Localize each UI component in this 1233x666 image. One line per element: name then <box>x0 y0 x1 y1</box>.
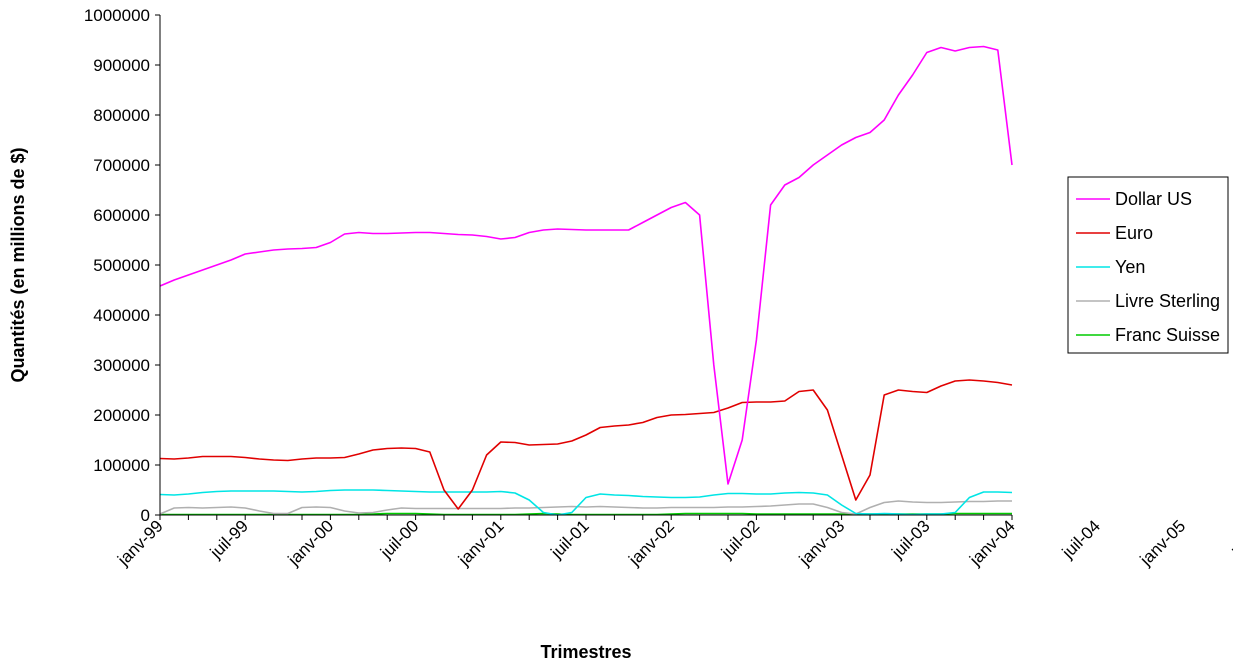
x-tick-label: juil-99 <box>206 516 252 562</box>
x-axis-title: Trimestres <box>540 642 631 662</box>
x-tick-labels: janv-99 juil-99 janv-00 juil-00 janv-01 juil-… <box>113 516 1233 570</box>
legend-label: Dollar US <box>1115 189 1192 209</box>
axes <box>155 14 1013 520</box>
y-tick-label: 100000 <box>93 456 150 475</box>
y-tick-label: 900000 <box>93 56 150 75</box>
legend-box <box>1067 176 1229 354</box>
y-tick-label: 0 <box>141 506 150 525</box>
x-tick-label: janv-02 <box>624 516 678 570</box>
y-tick-label: 300000 <box>93 356 150 375</box>
y-tick-labels: 0 100000 200000 300000 400000 500000 600000 700… <box>84 6 150 525</box>
series-line-livre-sterling <box>159 500 1012 515</box>
x-tick-label: janv-04 <box>965 516 1019 570</box>
series-line-yen <box>159 489 1013 516</box>
legend-label: Euro <box>1115 223 1153 243</box>
x-tick-label: janv-03 <box>795 516 849 570</box>
legend: Dollar US Euro Yen Livre Sterling Franc Suis… <box>1067 176 1229 354</box>
legend-label: Livre Sterling <box>1115 291 1220 311</box>
x-tick-label: juil-04 <box>1058 516 1104 562</box>
y-tick-label: 700000 <box>93 156 150 175</box>
y-tick-label: 200000 <box>93 406 150 425</box>
y-axis-title: Quantités (en millions de $) <box>8 147 28 382</box>
x-tick-label: juil-05 <box>1228 516 1233 562</box>
series-line-dollar-us <box>159 45 1013 485</box>
x-tick-label: juil-02 <box>717 516 763 562</box>
y-tick-label: 500000 <box>93 256 150 275</box>
legend-label: Yen <box>1115 257 1145 277</box>
y-tick-label: 600000 <box>93 206 150 225</box>
y-tick-label: 400000 <box>93 306 150 325</box>
x-tick-label: janv-00 <box>284 516 338 570</box>
x-tick-label: juil-01 <box>547 516 593 562</box>
x-tick-label: juil-00 <box>376 516 422 562</box>
series-lines <box>159 45 1013 516</box>
series-line-euro <box>159 379 1013 510</box>
x-tick-label: juil-03 <box>887 516 933 562</box>
y-tick-label: 1000000 <box>84 6 150 25</box>
x-tick-label: janv-05 <box>1136 516 1190 570</box>
x-tick-label: janv-01 <box>454 516 508 570</box>
legend-label: Franc Suisse <box>1115 325 1220 345</box>
y-tick-label: 800000 <box>93 106 150 125</box>
